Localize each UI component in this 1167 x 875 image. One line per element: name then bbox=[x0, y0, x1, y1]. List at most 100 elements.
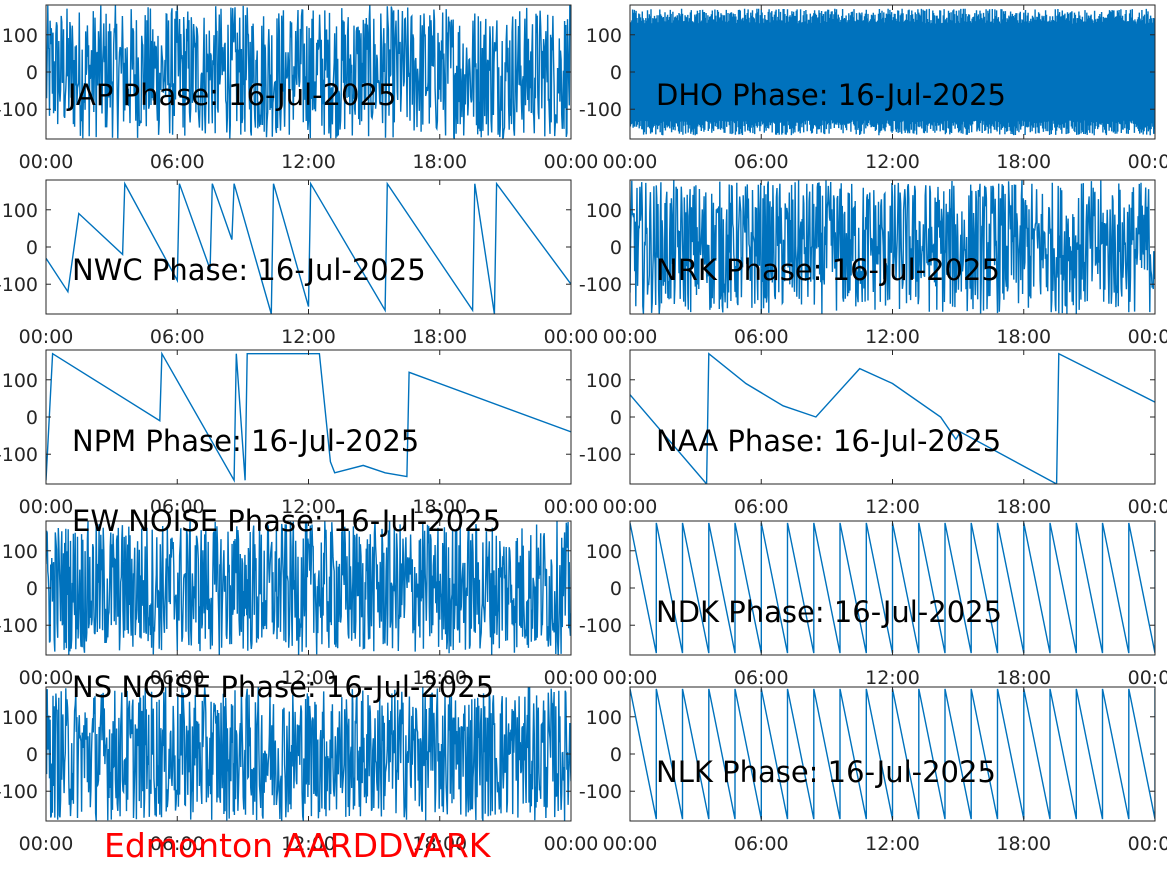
y-tick-label: 0 bbox=[26, 407, 38, 429]
x-tick-label: 06:00 bbox=[150, 496, 205, 518]
x-tick-label: 00:00 bbox=[603, 326, 658, 348]
y-tick-label: 0 bbox=[26, 62, 38, 84]
series-line bbox=[46, 5, 571, 139]
series-line bbox=[630, 522, 1155, 654]
y-tick-label: -100 bbox=[0, 444, 38, 466]
y-tick-label: -100 bbox=[579, 444, 622, 466]
y-tick-label: 0 bbox=[26, 744, 38, 766]
panel-title: NLK Phase: 16-Jul-2025 bbox=[656, 755, 996, 789]
y-tick-label: 0 bbox=[610, 578, 622, 600]
x-tick-label: 06:00 bbox=[734, 151, 789, 173]
panel-title: NRK Phase: 16-Jul-2025 bbox=[656, 253, 1000, 287]
x-tick-label: 00:00 bbox=[603, 833, 658, 855]
x-tick-label: 06:00 bbox=[734, 833, 789, 855]
y-tick-label: 0 bbox=[610, 237, 622, 259]
y-tick-label: 100 bbox=[2, 25, 38, 47]
x-tick-label: 18:00 bbox=[412, 496, 467, 518]
x-tick-label: 00:00 bbox=[19, 667, 74, 689]
figure-caption: Edmonton AARDDVARK bbox=[104, 826, 491, 865]
y-tick-label: -100 bbox=[579, 99, 622, 121]
panel-0: -100 0 100 00:00 06:00 12:00 18:00 00:00 JAP Pha… bbox=[0, 4, 599, 173]
series-line bbox=[630, 352, 1155, 484]
x-tick-label: 18:00 bbox=[996, 326, 1051, 348]
x-tick-label: 00:00 bbox=[19, 496, 74, 518]
series-line bbox=[630, 8, 1155, 136]
x-tick-label: 00:00 bbox=[1128, 326, 1167, 348]
y-tick-label: 0 bbox=[610, 407, 622, 429]
x-tick-label: 12:00 bbox=[281, 151, 336, 173]
series-line bbox=[630, 180, 1155, 314]
x-tick-label: 12:00 bbox=[281, 667, 336, 689]
x-tick-label: 06:00 bbox=[150, 833, 205, 855]
x-tick-label: 12:00 bbox=[865, 496, 920, 518]
x-tick-label: 00:00 bbox=[1128, 667, 1167, 689]
y-tick-label: 0 bbox=[26, 237, 38, 259]
x-tick-label: 06:00 bbox=[734, 496, 789, 518]
x-tick-label: 18:00 bbox=[412, 833, 467, 855]
panel-title: NPM Phase: 16-Jul-2025 bbox=[72, 424, 419, 458]
panel-9: -100 0 100 00:00 06:00 12:00 18:00 00:00 NLK Pha… bbox=[579, 686, 1167, 855]
x-tick-label: 00:00 bbox=[544, 151, 599, 173]
y-tick-label: -100 bbox=[0, 781, 38, 803]
x-tick-label: 00:00 bbox=[1128, 151, 1167, 173]
x-tick-label: 00:00 bbox=[603, 667, 658, 689]
panel-title: DHO Phase: 16-Jul-2025 bbox=[656, 78, 1006, 112]
panel-2: -100 0 100 00:00 06:00 12:00 18:00 00:00 NWC Pha… bbox=[0, 179, 599, 348]
y-tick-label: 100 bbox=[2, 707, 38, 729]
panel-6: -100 0 100 00:00 06:00 12:00 18:00 00:00 EW NOIS… bbox=[0, 504, 598, 689]
x-tick-label: 12:00 bbox=[865, 326, 920, 348]
x-tick-label: 18:00 bbox=[412, 151, 467, 173]
series-line bbox=[46, 351, 571, 483]
x-tick-label: 18:00 bbox=[996, 833, 1051, 855]
x-tick-label: 12:00 bbox=[865, 833, 920, 855]
panel-title: NS NOISE Phase: 16-Jul-2025 bbox=[72, 670, 494, 704]
x-tick-label: 00:00 bbox=[544, 833, 599, 855]
x-tick-label: 12:00 bbox=[281, 833, 336, 855]
x-tick-label: 12:00 bbox=[281, 496, 336, 518]
x-tick-label: 00:00 bbox=[544, 667, 599, 689]
panel-7: -100 0 100 00:00 06:00 12:00 18:00 00:00 NDK Pha… bbox=[579, 520, 1167, 689]
panel-1: -100 0 100 00:00 06:00 12:00 18:00 00:00 DHO Pha… bbox=[579, 4, 1167, 173]
x-tick-label: 18:00 bbox=[996, 667, 1051, 689]
x-tick-label: 06:00 bbox=[150, 667, 205, 689]
panel-title: NDK Phase: 16-Jul-2025 bbox=[656, 595, 1002, 629]
y-tick-label: -100 bbox=[579, 274, 622, 296]
y-tick-label: 100 bbox=[586, 25, 622, 47]
y-tick-label: 100 bbox=[2, 370, 38, 392]
x-tick-label: 00:00 bbox=[19, 326, 74, 348]
x-tick-label: 06:00 bbox=[150, 326, 205, 348]
x-tick-label: 18:00 bbox=[412, 667, 467, 689]
panel-title: EW NOISE Phase: 16-Jul-2025 bbox=[72, 504, 501, 538]
y-tick-label: 0 bbox=[26, 578, 38, 600]
y-tick-label: -100 bbox=[0, 99, 38, 121]
series-line bbox=[46, 687, 571, 821]
x-tick-label: 00:00 bbox=[544, 326, 599, 348]
x-tick-label: 18:00 bbox=[996, 151, 1051, 173]
x-tick-label: 06:00 bbox=[734, 326, 789, 348]
x-tick-label: 06:00 bbox=[734, 667, 789, 689]
series-line bbox=[46, 521, 571, 655]
panel-4: -100 0 100 00:00 06:00 12:00 18:00 00:00 NPM Pha… bbox=[0, 349, 599, 518]
x-tick-label: 00:00 bbox=[1128, 833, 1167, 855]
y-tick-label: 100 bbox=[586, 200, 622, 222]
axes-box bbox=[45, 349, 572, 485]
x-tick-label: 00:00 bbox=[544, 496, 599, 518]
series-line bbox=[46, 181, 571, 314]
series-line bbox=[630, 688, 1155, 820]
y-tick-label: -100 bbox=[0, 274, 38, 296]
y-tick-label: -100 bbox=[0, 615, 38, 637]
panel-title: JAP Phase: 16-Jul-2025 bbox=[66, 78, 396, 112]
y-tick-label: 0 bbox=[610, 744, 622, 766]
x-tick-label: 00:00 bbox=[1128, 496, 1167, 518]
y-tick-label: 100 bbox=[2, 200, 38, 222]
x-tick-label: 12:00 bbox=[865, 667, 920, 689]
y-tick-label: 100 bbox=[2, 541, 38, 563]
y-tick-label: 0 bbox=[610, 62, 622, 84]
x-tick-label: 00:00 bbox=[603, 151, 658, 173]
x-tick-label: 18:00 bbox=[996, 496, 1051, 518]
y-tick-label: 100 bbox=[586, 541, 622, 563]
panel-5: -100 0 100 00:00 06:00 12:00 18:00 00:00 NAA Pha… bbox=[579, 349, 1167, 518]
y-tick-label: -100 bbox=[579, 615, 622, 637]
y-tick-label: 100 bbox=[586, 707, 622, 729]
